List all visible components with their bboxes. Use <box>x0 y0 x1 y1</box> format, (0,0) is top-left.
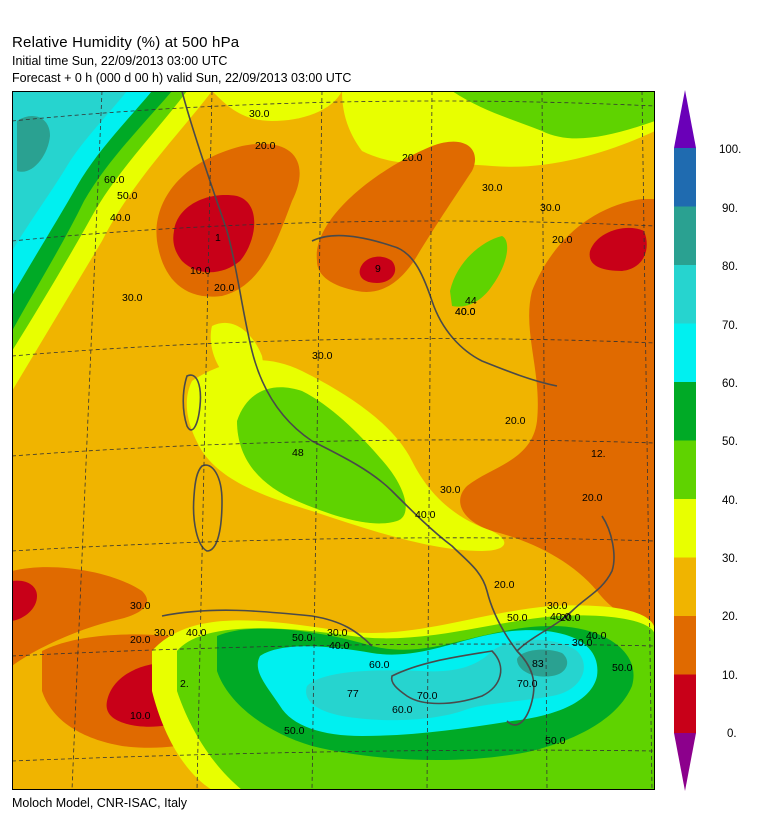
legend-label: 100. <box>719 144 742 156</box>
rh-band-30-40-n-center <box>212 91 342 121</box>
contour-label: 10.0 <box>190 265 211 277</box>
rh-band-80-90-south <box>517 649 568 677</box>
contour-label: 30.0 <box>540 202 561 214</box>
contour-label: 48 <box>292 447 304 459</box>
contour-label: 20.0 <box>214 282 235 294</box>
coastline-italy <box>181 91 615 726</box>
contour-label: 30.0 <box>327 627 348 639</box>
contour-label: 44 <box>465 295 477 307</box>
contour-label: 30.0 <box>547 600 568 612</box>
chart-title: Relative Humidity (%) at 500 hPa <box>12 34 240 51</box>
coastline-corsica <box>182 374 202 431</box>
contour-label: 50.0 <box>117 190 138 202</box>
legend-color-swatch <box>674 148 696 207</box>
chart-header: Relative Humidity (%) at 500 hPa Initial… <box>12 33 351 87</box>
contour-label: 30.0 <box>572 637 593 649</box>
legend-color-swatch <box>674 440 696 500</box>
contour-label: 30.0 <box>249 108 270 120</box>
contour-label: 50.0 <box>545 735 566 747</box>
legend-label: 0. <box>727 728 737 740</box>
legend-color-swatch <box>674 265 696 324</box>
contour-label: 9 <box>375 263 381 275</box>
legend-top-arrow <box>674 90 696 148</box>
contour-label: 30.0 <box>154 627 175 639</box>
rh-band-0-10-east <box>589 227 647 271</box>
legend-label: 50. <box>722 436 738 448</box>
contour-label: 50.0 <box>284 725 305 737</box>
contour-label: 70.0 <box>517 678 538 690</box>
contour-label: 30.0 <box>482 182 503 194</box>
contour-label: 20.0 <box>130 634 151 646</box>
rh-band-0-10-nc-cell <box>359 256 396 283</box>
contour-label: 83 <box>532 658 544 670</box>
contour-label: 2. <box>180 678 189 690</box>
contour-label: 40.0 <box>415 509 436 521</box>
contour-label: 60.0 <box>369 659 390 671</box>
forecast-valid-label: Forecast + 0 h (000 d 00 h) valid Sun, 2… <box>12 71 352 85</box>
contour-label: 70.0 <box>417 690 438 702</box>
rh-band-70-80-south <box>306 639 584 721</box>
contour-label: 50.0 <box>292 632 313 644</box>
legend-color-swatch <box>674 499 696 558</box>
legend-color-swatch <box>674 323 696 383</box>
contour-label: 50.0 <box>507 612 528 624</box>
lat-lon-grid <box>12 91 655 790</box>
contour-label: 60.0 <box>392 704 413 716</box>
contour-label: 40.0 <box>586 630 607 642</box>
legend-label: 80. <box>722 261 738 273</box>
humidity-map: 30.0 20.0 60.0 50.0 40.0 1 10.0 20.0 30.… <box>12 91 655 790</box>
rh-band-10-20-nc-cell <box>316 141 476 292</box>
initial-time-label: Initial time Sun, 22/09/2013 03:00 UTC <box>12 54 228 68</box>
legend-color-swatch <box>674 557 696 617</box>
contour-label: 20.0 <box>255 140 276 152</box>
contour-label: 20.0 <box>494 579 515 591</box>
legend-label: 30. <box>722 553 738 565</box>
contour-label: 20.0 <box>582 492 603 504</box>
color-scale-legend <box>674 90 696 791</box>
legend-label: 20. <box>722 611 738 623</box>
coastline-sardinia <box>192 464 223 552</box>
contour-label: 1 <box>215 232 221 244</box>
legend-color-swatch <box>674 674 696 734</box>
contour-label: 40.0 <box>550 611 571 623</box>
contour-label: 30.0 <box>122 292 143 304</box>
contour-label: 12. <box>591 448 606 460</box>
legend-label: 60. <box>722 378 738 390</box>
legend-label: 90. <box>722 203 738 215</box>
legend-label: 70. <box>722 320 738 332</box>
contour-label: 20.0 <box>505 415 526 427</box>
contour-label: 40.0 <box>329 640 350 652</box>
contour-label: 30.0 <box>440 484 461 496</box>
contour-label: 60.0 <box>104 174 125 186</box>
contour-label: 20.0 <box>552 234 573 246</box>
contour-label: 40.0 <box>455 306 476 318</box>
rh-band-0-10-west <box>12 580 37 621</box>
rh-band-40-50-central <box>237 387 406 524</box>
contour-label: 50.0 <box>612 662 633 674</box>
contour-label-layer: 30.0 20.0 60.0 50.0 40.0 1 10.0 20.0 30.… <box>104 108 633 747</box>
contour-label: 77 <box>347 688 359 700</box>
contour-label: 30.0 <box>130 600 151 612</box>
legend-color-swatch <box>674 616 696 675</box>
coastline-adriatic <box>311 234 558 387</box>
rh-band-80-90-nw <box>17 116 50 172</box>
rh-band-0-10-nw-cell <box>173 195 255 273</box>
contour-label: 30.0 <box>312 350 333 362</box>
legend-color-swatch <box>674 206 696 266</box>
contour-label: 20.0 <box>402 152 423 164</box>
rh-band-40-50-dalmatia <box>450 236 508 307</box>
contour-label: 40.0 <box>186 627 207 639</box>
legend-color-swatch <box>674 382 696 441</box>
contour-label: 10.0 <box>130 710 151 722</box>
rh-band-30-40-plume <box>210 322 263 385</box>
model-credit: Moloch Model, CNR-ISAC, Italy <box>12 796 188 810</box>
legend-label: 10. <box>722 670 738 682</box>
legend-label: 40. <box>722 495 738 507</box>
contour-label: 20.0 <box>560 612 581 624</box>
contour-label: 40.0 <box>110 212 131 224</box>
contour-label: 40.0 <box>455 306 476 318</box>
coastline-sicily <box>390 650 502 705</box>
legend-bottom-arrow <box>674 733 696 791</box>
rh-band-40-50-north <box>452 91 655 139</box>
